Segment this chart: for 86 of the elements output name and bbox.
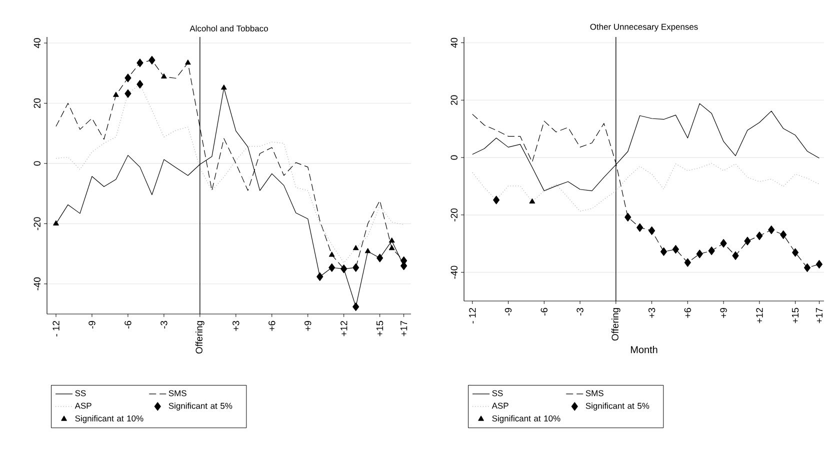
legend-label: Significant at 5% xyxy=(168,402,232,411)
x-tick-label: +6 xyxy=(268,320,276,331)
point xyxy=(352,245,359,250)
point xyxy=(328,263,336,272)
y-tick-label: 40 xyxy=(34,38,40,48)
legend-label: SMS xyxy=(168,390,186,396)
x-tick-label: -3 xyxy=(160,320,168,328)
x-tick-label: Offering xyxy=(611,308,620,341)
x-tick-label: -6 xyxy=(540,308,548,316)
point xyxy=(529,198,536,204)
y-tick-label: -40 xyxy=(450,266,458,279)
y-tick-label: 20 xyxy=(450,95,458,105)
line-series xyxy=(472,162,820,212)
x-tick-label: +6 xyxy=(684,308,692,318)
point xyxy=(792,248,799,257)
y-tick-label: 40 xyxy=(450,38,458,48)
x-tick-label: -9 xyxy=(88,320,96,328)
x-tick-label: +12 xyxy=(756,308,763,324)
point xyxy=(708,246,715,256)
point xyxy=(780,230,787,239)
legend-label: SS xyxy=(75,390,86,396)
y-tick-label: 0 xyxy=(450,155,458,160)
legend-label: ASP xyxy=(74,402,92,409)
legend-label: Significant at 10% xyxy=(75,415,144,424)
point xyxy=(756,232,763,240)
x-tick-label: +15 xyxy=(376,320,384,336)
x-tick-label: +3 xyxy=(232,320,240,331)
y-tick-label: 20 xyxy=(34,98,40,108)
point xyxy=(624,212,632,222)
x-tick-label: +12 xyxy=(340,320,348,336)
point xyxy=(672,245,679,254)
point xyxy=(684,258,691,267)
point xyxy=(185,60,191,65)
point xyxy=(316,272,324,281)
chart-title: Other Unnecesary Expenses xyxy=(590,24,698,32)
y-tick-label: -20 xyxy=(34,217,40,230)
x-tick-label: +17 xyxy=(400,320,408,336)
legend-label: Significant at 5% xyxy=(586,402,650,410)
point xyxy=(136,58,144,68)
point xyxy=(744,236,751,246)
point xyxy=(732,251,739,260)
point xyxy=(636,223,644,232)
x-tick-label: +17 xyxy=(816,308,822,324)
point xyxy=(648,226,656,235)
x-tick-label: +15 xyxy=(792,308,799,324)
point xyxy=(352,302,360,312)
legend-label: SMS xyxy=(586,390,604,396)
point xyxy=(388,245,395,250)
x-tick-label: Offering xyxy=(196,321,204,354)
point xyxy=(720,239,727,248)
chart-title: Alcohol and Tobbaco xyxy=(190,25,268,32)
point xyxy=(328,252,335,257)
point xyxy=(376,254,384,262)
legend-label: ASP xyxy=(492,402,508,409)
point xyxy=(136,80,144,89)
point xyxy=(493,196,500,204)
point xyxy=(124,74,132,82)
point xyxy=(148,56,156,64)
y-tick-label: -40 xyxy=(34,277,40,290)
point xyxy=(816,260,823,269)
point xyxy=(696,250,703,258)
point xyxy=(221,84,227,90)
x-tick-label: -9 xyxy=(504,308,512,316)
x-tick-label: +3 xyxy=(648,308,656,318)
x-tick-label: -3 xyxy=(576,308,584,316)
legend-label: Significant at 10% xyxy=(492,415,560,424)
x-tick-label: -6 xyxy=(124,320,132,328)
point xyxy=(364,248,371,254)
point xyxy=(388,238,395,243)
point xyxy=(340,264,348,274)
point xyxy=(352,263,360,272)
y-tick-label: 0 xyxy=(34,161,40,166)
x-tick-label: - 12 xyxy=(469,308,476,324)
point xyxy=(113,92,119,97)
point xyxy=(53,220,59,226)
point xyxy=(660,247,668,256)
point xyxy=(804,263,811,272)
point xyxy=(124,89,132,98)
point xyxy=(161,73,167,79)
x-tick-label: - 12 xyxy=(52,320,60,336)
x-tick-label: +9 xyxy=(304,320,312,331)
x-axis-title: Month xyxy=(630,346,658,354)
point xyxy=(768,226,775,234)
x-tick-label: +9 xyxy=(720,308,727,318)
y-tick-label: -20 xyxy=(450,208,458,222)
legend-label: SS xyxy=(492,390,503,396)
